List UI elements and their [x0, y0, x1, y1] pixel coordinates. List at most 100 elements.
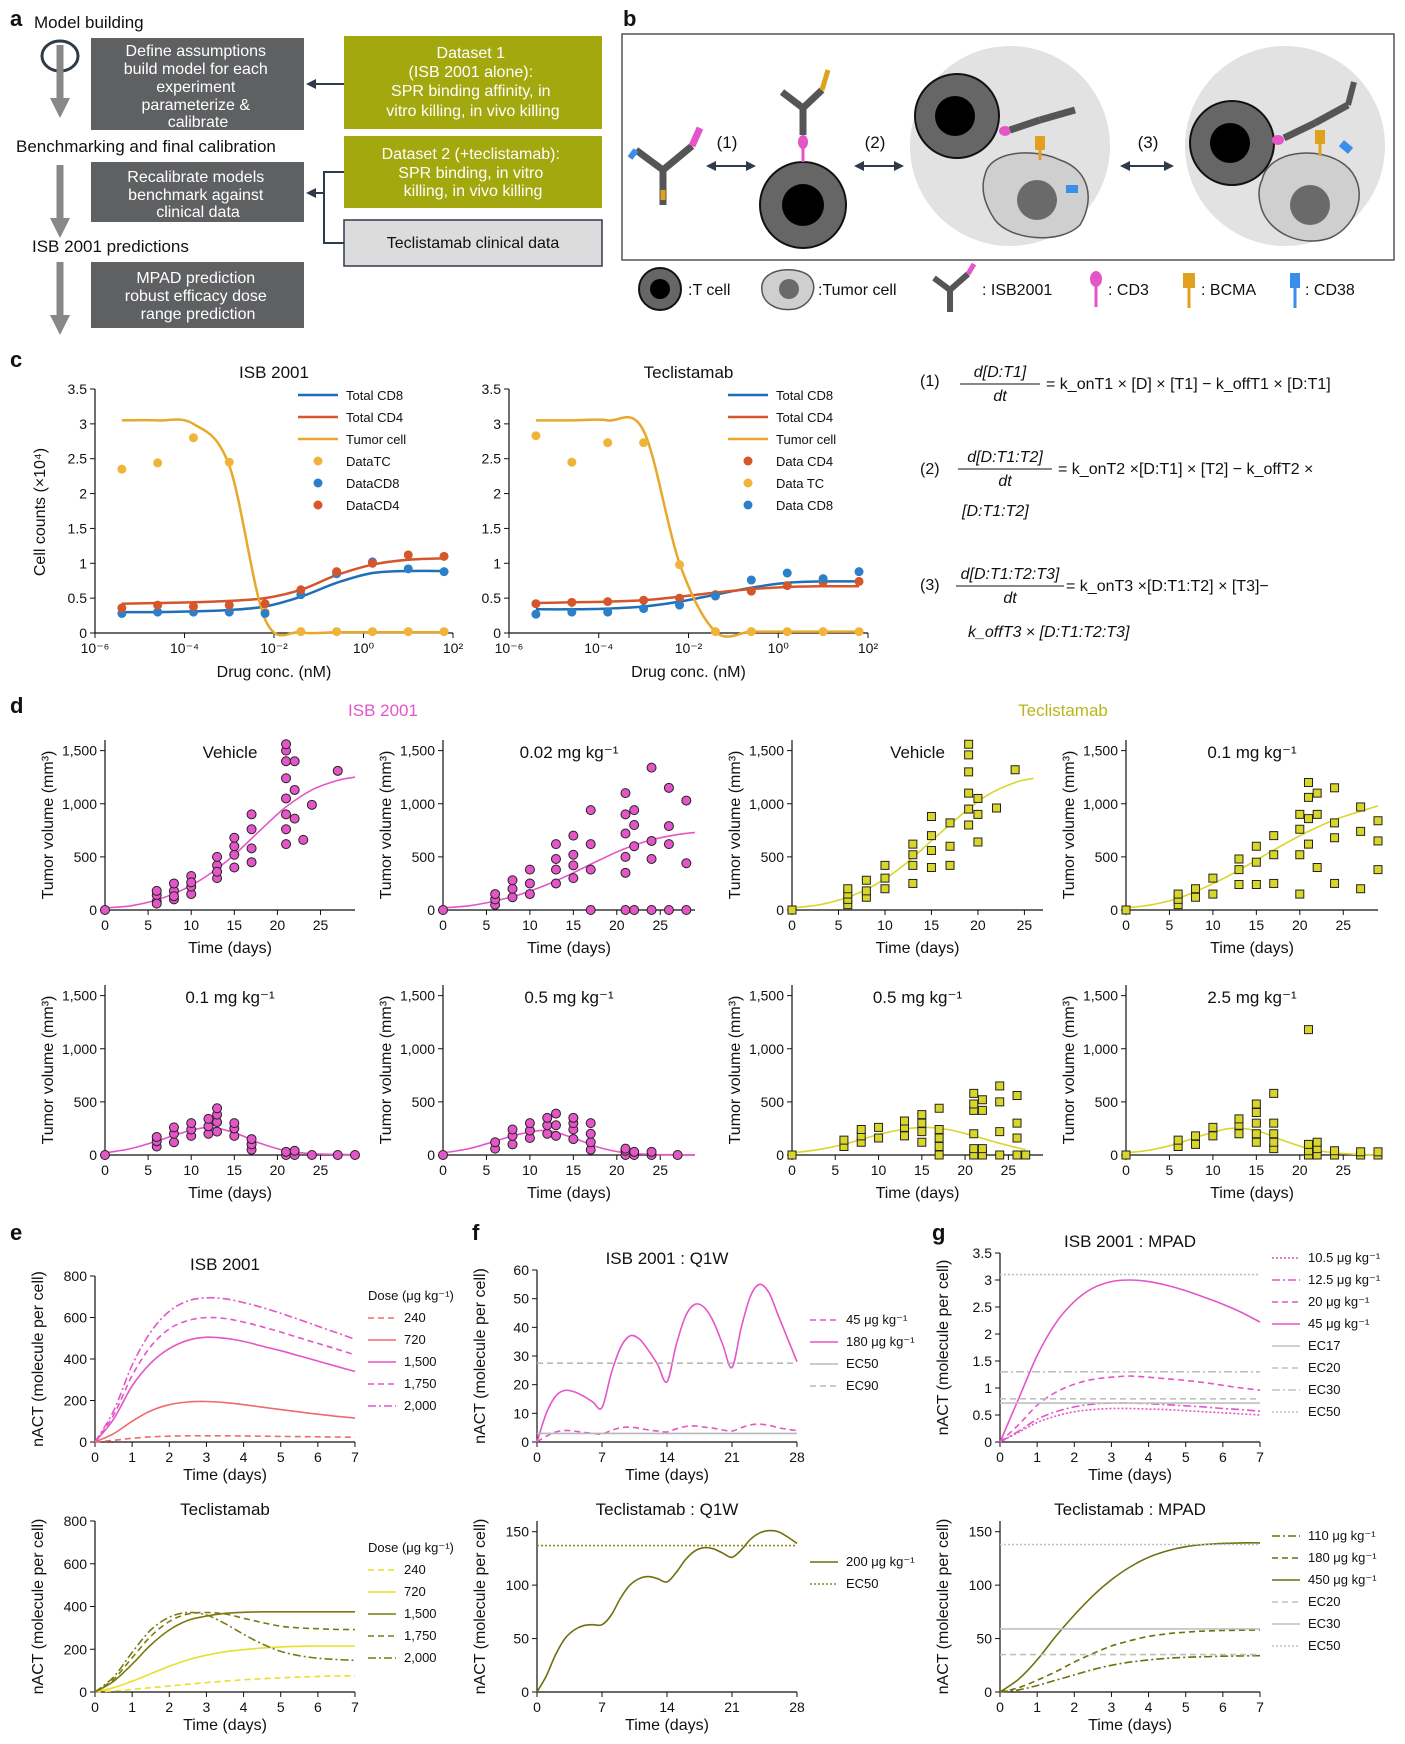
- data-point: [629, 1146, 640, 1157]
- data-point: [1012, 1091, 1022, 1100]
- y-tick-label: 1.5: [68, 520, 88, 536]
- chart-c1: 10⁻⁶ 10⁻⁴ 10⁻² 10⁰ 10² 0 0.5 1 1.5 2 2.5 3 3.5 ISB 20…: [68, 363, 464, 681]
- y-axis-label: nACT (molecule per cell): [472, 1268, 489, 1444]
- x-tick-label: 7: [598, 1699, 606, 1715]
- y-tick-label: 3.5: [973, 1245, 993, 1261]
- panel-label-g: g: [932, 1220, 945, 1245]
- isb2001-legend-icon: [932, 262, 977, 312]
- y-tick-label: 1,500: [62, 988, 97, 1004]
- data-point: [1312, 863, 1322, 872]
- data-point: [973, 793, 983, 803]
- y-tick-label: 0.5: [482, 590, 502, 606]
- data-point: [507, 892, 518, 903]
- y-tick-label: 1,000: [1083, 796, 1118, 812]
- data-point: [212, 1126, 223, 1137]
- chart-c2: 10⁻⁶ 10⁻⁴ 10⁻² 10⁰ 10² 0 0.5 1 1.5 2 2.5 3 3.5 Teclis…: [482, 363, 879, 681]
- x-tick-label: 14: [659, 1449, 675, 1465]
- data-point: [977, 1095, 987, 1105]
- x-tick-label: 10: [877, 917, 893, 933]
- data-point: [403, 550, 413, 560]
- chart-title: 0.5 mg kg⁻¹: [524, 988, 614, 1007]
- legend-swatch: [743, 478, 753, 488]
- data-point: [926, 812, 936, 821]
- data-point: [246, 857, 257, 868]
- data-point: [550, 878, 561, 889]
- y-tick-label: 500: [761, 1094, 785, 1110]
- data-point: [1251, 1118, 1261, 1128]
- data-point: [917, 1118, 927, 1128]
- data-point: [438, 905, 448, 915]
- data-point: [531, 609, 541, 619]
- eq3-lhs-bot: dt: [1003, 590, 1017, 607]
- legend-label: Data CD8: [776, 498, 833, 513]
- data-point: [854, 627, 864, 637]
- data-point: [186, 877, 197, 888]
- y-axis-label: Tumor volume (mm³): [378, 996, 395, 1145]
- x-tick-label: 10: [1205, 917, 1221, 933]
- x-tick-label: 0: [91, 1449, 99, 1465]
- data-point: [629, 820, 640, 830]
- data-point: [151, 898, 162, 909]
- data-point: [1173, 889, 1183, 899]
- data-point: [212, 851, 223, 862]
- y-tick-label: 1,000: [1083, 1041, 1118, 1057]
- x-tick-label: 6: [314, 1449, 322, 1465]
- legend-swatch: [313, 456, 323, 466]
- x-tick-label: 25: [652, 917, 668, 933]
- bcma-icon: [1183, 273, 1195, 308]
- data-point: [568, 1134, 579, 1145]
- legend-label: Data CD4: [776, 454, 833, 469]
- chart-title: Vehicle: [890, 743, 945, 762]
- legend-label: Total CD4: [776, 410, 833, 425]
- data-point: [246, 824, 257, 835]
- legend-label: 180 μg kg⁻¹: [1308, 1550, 1377, 1565]
- data-point: [281, 839, 292, 850]
- y-tick-label: 500: [74, 849, 98, 865]
- data-point: [260, 599, 270, 609]
- chart-title: Teclistamab : MPAD: [1054, 1500, 1206, 1519]
- legend-label: 240: [404, 1562, 426, 1577]
- data-point: [367, 558, 377, 568]
- data-point: [782, 568, 792, 578]
- x-tick-label: 15: [924, 917, 940, 933]
- data-point: [550, 854, 561, 864]
- x-axis-label: Time (days): [188, 1185, 272, 1202]
- x-tick-label: 21: [724, 1449, 740, 1465]
- legend-label: EC50: [1308, 1404, 1341, 1419]
- data-point: [1234, 880, 1244, 889]
- eq3-rhs-line2: k_offT3 × [D:T1:T2:T3]: [968, 624, 1130, 641]
- y-tick-label: 10: [513, 1405, 529, 1421]
- x-tick-label: 7: [1256, 1699, 1264, 1715]
- legend-cd3: : CD3: [1108, 282, 1149, 299]
- data-point: [524, 864, 535, 875]
- x-tick-label: 14: [659, 1699, 675, 1715]
- data-point: [787, 905, 797, 915]
- series-line: [536, 1529, 798, 1693]
- data-point: [567, 597, 577, 607]
- y-tick-label: 0: [427, 902, 435, 918]
- data-point: [620, 809, 631, 820]
- y-tick-label: 1,500: [1083, 988, 1118, 1004]
- data-point: [675, 593, 685, 603]
- data-point: [550, 864, 561, 875]
- data-point: [945, 818, 955, 828]
- legend-label: 45 μg kg⁻¹: [846, 1312, 908, 1327]
- x-axis-label: Time (days): [1088, 1467, 1172, 1484]
- y-tick-label: 1,500: [749, 988, 784, 1004]
- data-point: [229, 841, 240, 852]
- legend-label: EC20: [1308, 1594, 1341, 1609]
- data-point: [818, 574, 828, 584]
- series-line: [536, 1283, 798, 1443]
- legend-label: Data TC: [776, 476, 824, 491]
- data-point: [964, 739, 974, 749]
- data-point: [568, 860, 579, 871]
- y-tick-label: 0: [493, 625, 501, 641]
- data-point: [438, 1150, 448, 1160]
- data-point: [246, 809, 257, 820]
- x-axis-label: Time (days): [183, 1717, 267, 1734]
- x-tick-label: 10⁰: [353, 640, 375, 656]
- data-point: [1173, 1135, 1183, 1145]
- chart-d6: 0 5 10 15 20 25 0 500 1,000 1,500 0.5 mg kg⁻¹ Time …: [378, 985, 696, 1202]
- y-tick-label: 500: [761, 849, 785, 865]
- x-tick-label: 25: [1335, 917, 1351, 933]
